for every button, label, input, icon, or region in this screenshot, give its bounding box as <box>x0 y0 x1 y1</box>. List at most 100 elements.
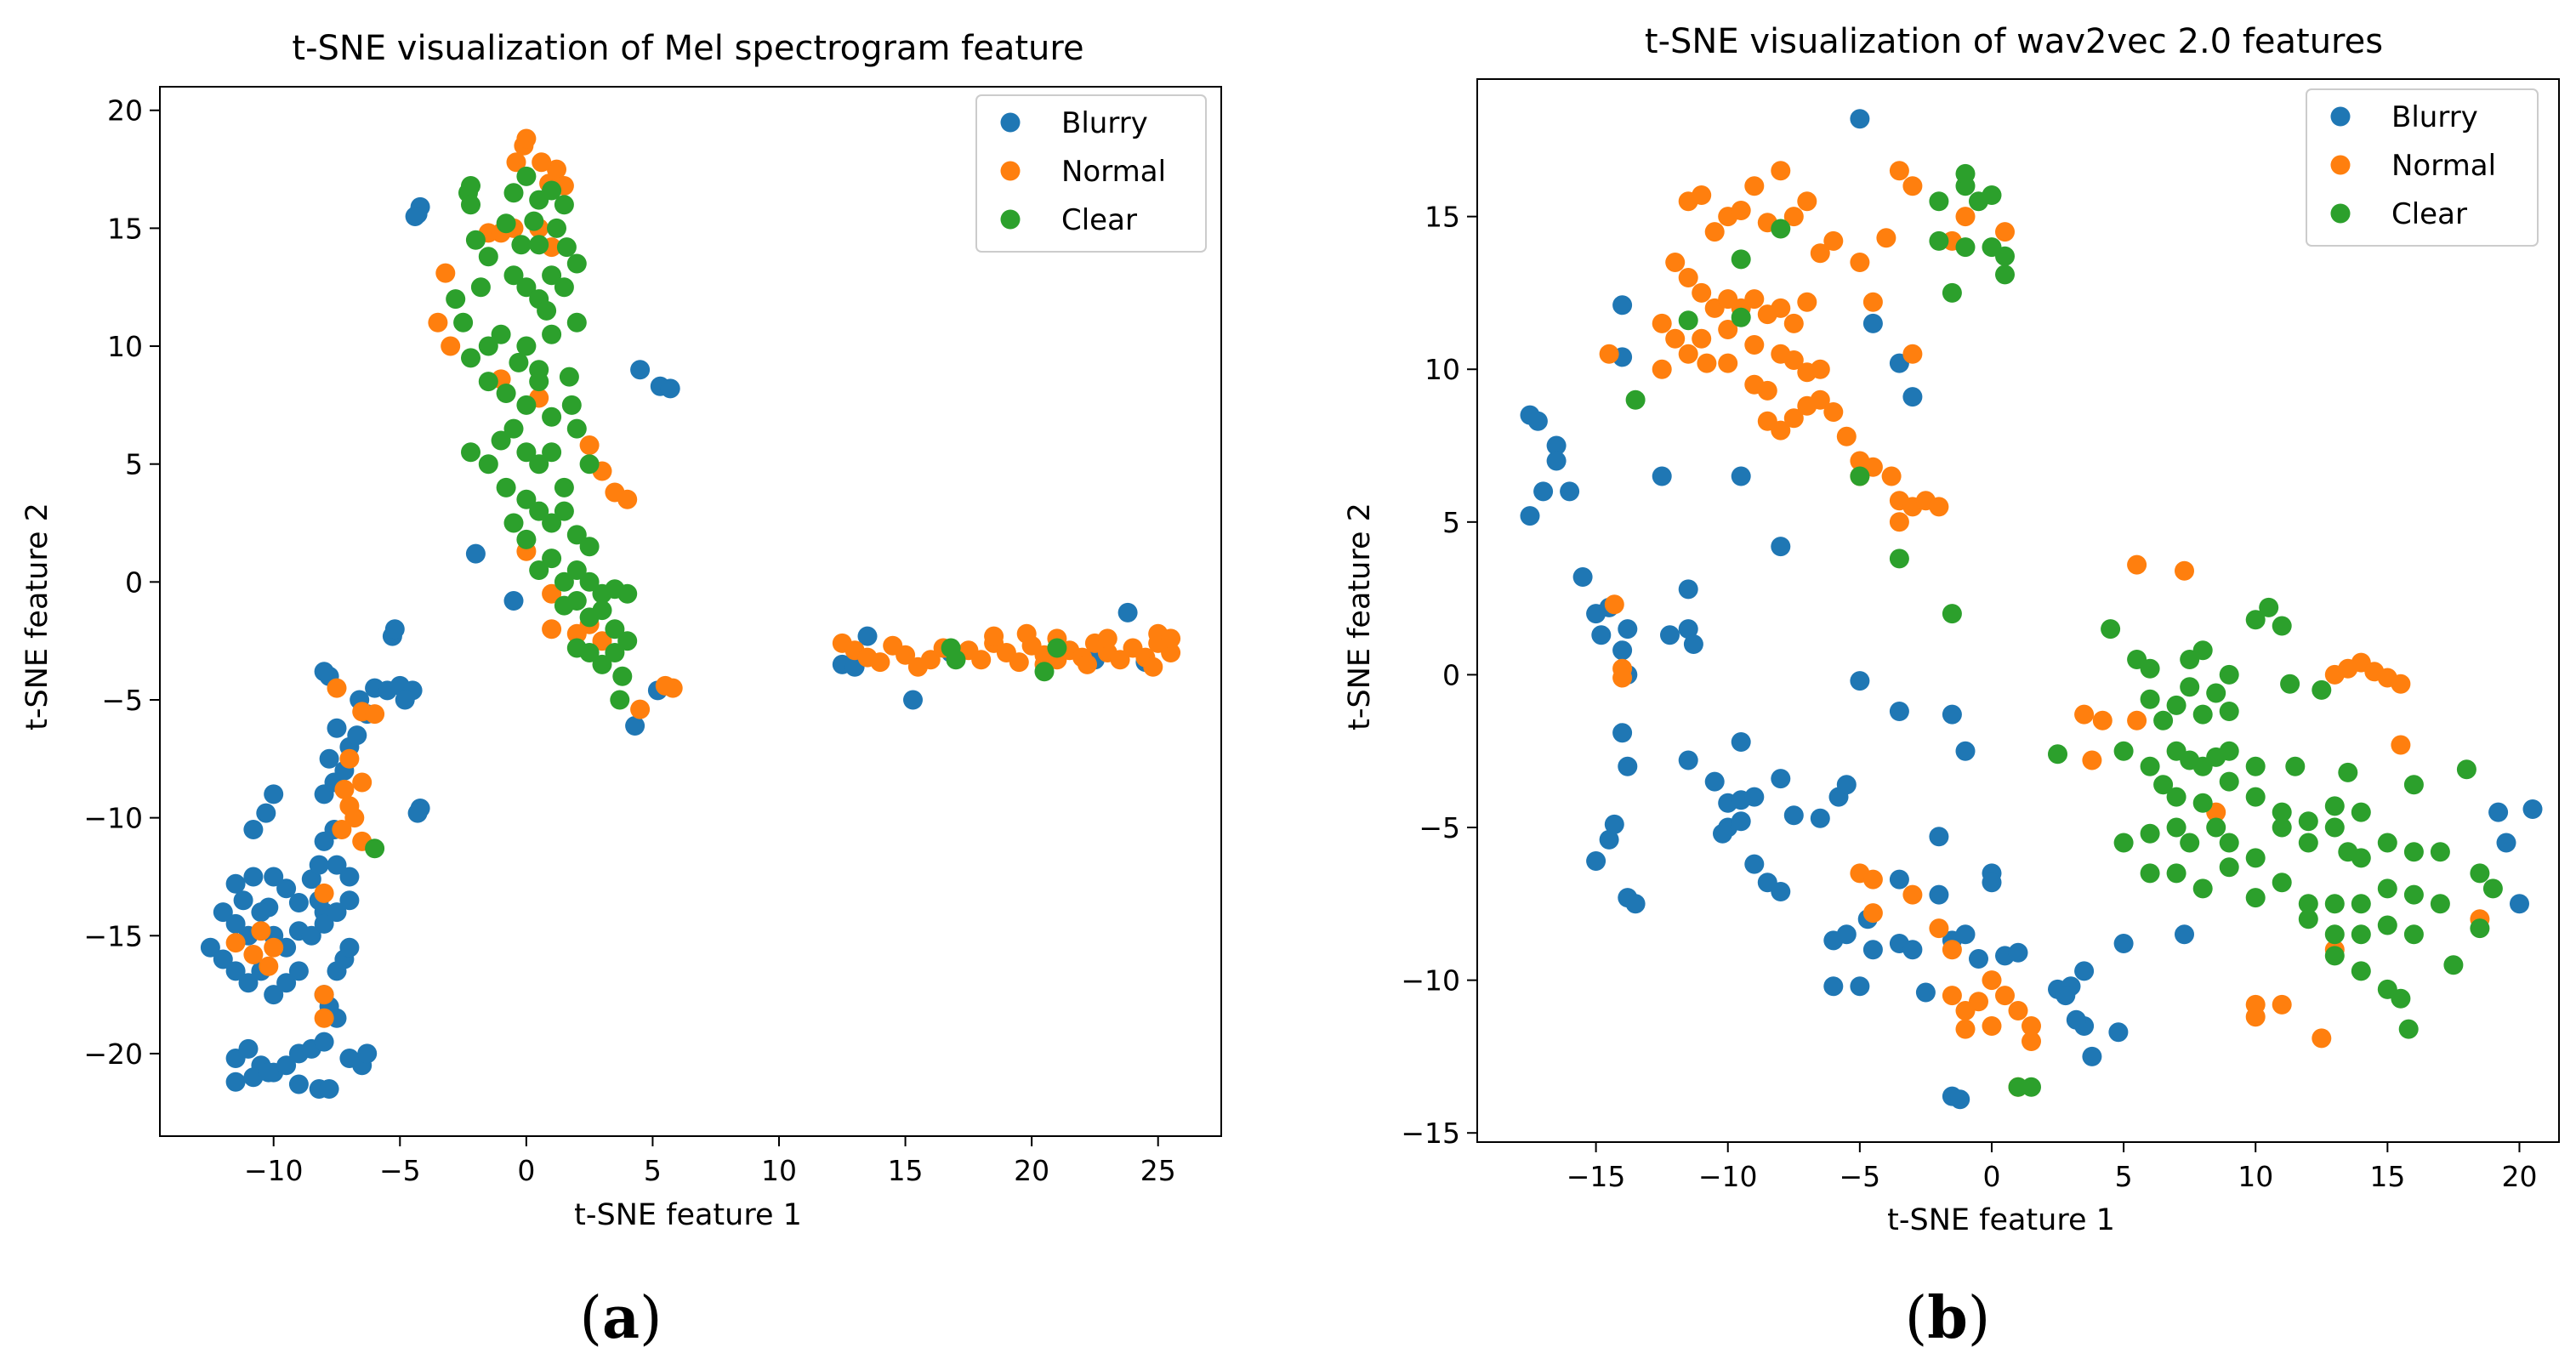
caption-open-paren: ( <box>1905 1285 1928 1352</box>
data-point-normal <box>2312 1028 2332 1049</box>
data-point-normal <box>1783 408 1804 429</box>
data-point-clear <box>1047 638 1067 658</box>
data-point-clear <box>1929 230 1949 251</box>
data-point-normal <box>870 652 890 673</box>
x-tick-label: 20 <box>2501 1160 2537 1193</box>
data-point-normal <box>334 779 355 799</box>
x-tick-label: −10 <box>244 1154 304 1187</box>
data-point-clear <box>2140 756 2160 776</box>
data-point-clear <box>1942 604 1962 624</box>
data-point-blurry <box>1915 982 1936 1003</box>
data-point-normal <box>2022 1032 2041 1051</box>
data-point-clear <box>566 591 587 611</box>
data-point-clear <box>2280 674 2300 694</box>
data-point-clear <box>478 372 498 392</box>
x-tick-label: 20 <box>1014 1154 1049 1187</box>
chart-title: t-SNE visualization of Mel spectrogram f… <box>292 29 1083 68</box>
data-point-normal <box>1718 320 1738 339</box>
data-point-normal <box>920 650 941 670</box>
data-point-blurry <box>2066 1009 2086 1030</box>
data-point-blurry <box>1612 295 1633 315</box>
data-point-normal <box>1836 426 1857 446</box>
data-point-normal <box>1757 380 1777 401</box>
data-point-clear <box>2245 787 2266 807</box>
data-point-clear <box>542 265 562 286</box>
legend-label-clear: Clear <box>1061 203 1137 237</box>
data-point-clear <box>529 454 549 475</box>
data-point-clear <box>2377 915 2397 935</box>
data-point-clear <box>529 560 549 580</box>
y-tick-label: 0 <box>125 566 143 599</box>
data-point-clear <box>2206 817 2226 838</box>
data-point-clear <box>2245 888 2266 908</box>
data-point-normal <box>1862 903 1883 924</box>
data-point-normal <box>1744 289 1765 310</box>
legend-marker-blurry <box>2330 106 2351 127</box>
data-point-blurry <box>1955 924 1976 945</box>
data-point-normal <box>1692 282 1712 303</box>
data-point-clear <box>2470 918 2490 939</box>
data-point-normal <box>352 772 372 793</box>
data-point-clear <box>554 477 574 497</box>
data-point-normal <box>1955 1001 1976 1020</box>
data-point-clear <box>542 513 562 533</box>
data-point-normal <box>579 435 600 455</box>
data-point-clear <box>365 838 385 859</box>
data-point-blurry <box>2488 802 2509 822</box>
data-point-clear <box>2113 833 2134 853</box>
data-point-blurry <box>1599 829 1619 850</box>
data-point-clear <box>537 300 557 321</box>
data-point-clear <box>1982 185 2002 205</box>
y-tick-label: 10 <box>1424 353 1460 386</box>
data-point-blurry <box>1850 976 1870 997</box>
data-point-blurry <box>1678 619 1698 640</box>
data-point-normal <box>1995 222 2015 242</box>
data-point-clear <box>2245 610 2266 630</box>
data-point-blurry <box>1546 451 1567 471</box>
data-point-normal <box>506 152 526 173</box>
data-point-blurry <box>233 890 253 911</box>
data-point-clear <box>1995 246 2015 266</box>
data-point-normal <box>592 631 612 651</box>
data-point-clear <box>946 650 966 670</box>
data-point-clear <box>2398 1019 2419 1039</box>
data-point-normal <box>1097 628 1117 649</box>
data-point-normal <box>547 159 566 179</box>
data-point-blurry <box>1862 940 1883 960</box>
plot-frame <box>1476 78 2560 1143</box>
data-point-normal <box>1652 313 1672 333</box>
data-point-normal <box>532 152 552 173</box>
chart-title: t-SNE visualization of wav2vec 2.0 featu… <box>1645 22 2383 61</box>
data-point-clear <box>2140 823 2160 844</box>
data-point-blurry <box>1810 808 1830 828</box>
data-point-clear <box>2166 817 2186 838</box>
legend-marker-normal <box>2330 155 2351 175</box>
data-point-blurry <box>1683 634 1703 654</box>
data-point-normal <box>1850 253 1870 272</box>
data-point-clear <box>2377 833 2397 853</box>
data-point-clear <box>516 489 537 509</box>
x-tick-label: −5 <box>379 1154 421 1187</box>
data-point-blurry <box>1929 884 1949 905</box>
data-point-clear <box>1731 249 1751 270</box>
data-point-clear <box>2298 833 2318 853</box>
data-point-blurry <box>1618 756 1638 776</box>
data-point-blurry <box>288 1074 309 1094</box>
data-point-clear <box>511 235 532 255</box>
data-point-clear <box>503 183 524 203</box>
data-point-clear <box>516 336 537 356</box>
data-point-clear <box>566 560 587 580</box>
data-point-clear <box>2206 683 2226 703</box>
data-point-clear <box>2443 955 2464 975</box>
data-point-clear <box>2324 894 2345 914</box>
data-point-blurry <box>1117 602 1138 622</box>
data-point-clear <box>2430 894 2450 914</box>
data-point-blurry <box>339 890 360 911</box>
data-point-clear <box>2324 796 2345 816</box>
data-point-normal <box>1704 222 1725 242</box>
plot-frame <box>159 86 1222 1137</box>
data-point-blurry <box>1704 771 1725 792</box>
data-point-blurry <box>1982 873 2002 893</box>
data-point-blurry <box>243 820 264 839</box>
y-tick-label: 10 <box>107 330 143 363</box>
